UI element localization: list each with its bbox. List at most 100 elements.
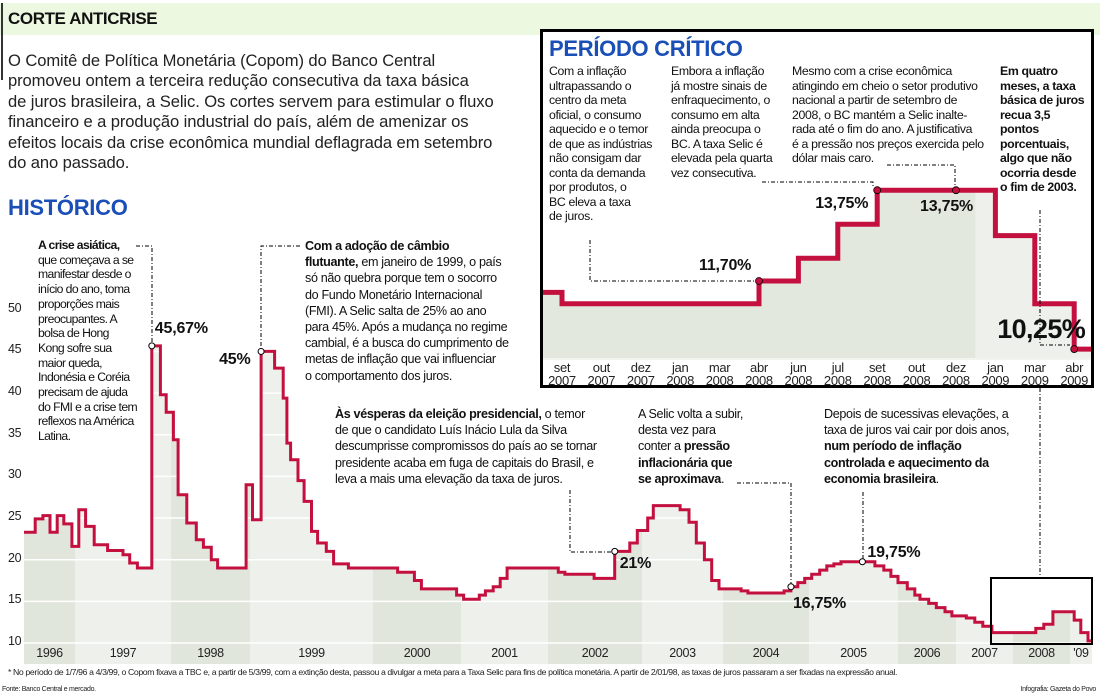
inset-x-tick-label: abr 2008 [745,360,773,388]
periodo-col-3: Mesmo com a crise econômica atingindo em… [792,64,984,165]
year-label-band [723,643,809,664]
data-marker [257,347,265,355]
x-tick-label: 2007 [971,646,998,660]
annotation-eleicao-bold: Às vésperas da eleição presidencial, [335,407,542,421]
periodo-col-4: Em quatro meses, a taxa básica de juros … [1000,64,1085,194]
x-tick-label: 2004 [752,646,780,660]
data-label: 19,75% [867,543,921,561]
x-tick-label: 2000 [403,646,431,660]
inset-data-label: 13,75% [920,198,974,216]
data-marker [787,583,795,591]
inset-data-marker [873,186,882,195]
inset-x-tick-label: jul 2008 [823,360,852,388]
year-label-band [250,643,373,664]
y-tick-label: 45 [8,342,22,357]
leader-line-asia [136,245,153,344]
leader-line-cambio [260,245,300,350]
data-marker [858,558,866,566]
leader-line-col2 [762,181,874,186]
inset-chart-line [543,187,1091,352]
periodo-col-2: Embora a inflação já mostre sinais de en… [671,64,773,180]
x-tick-label: 2005 [840,646,867,660]
year-label-band [171,643,250,664]
inset-data-marker [755,277,763,285]
main-chart-year-bands [22,642,1092,664]
x-tick-label: 1998 [197,646,224,660]
leader-line-eleicao [569,490,612,553]
year-label-band [898,643,956,664]
inset-x-tick-label: set 2007 [548,360,576,388]
inset-x-tick-label: mar 2008 [705,360,734,388]
inset-data-label: 11,70% [699,257,752,274]
year-label-band [548,643,642,664]
x-tick-label: 2001 [491,646,518,660]
year-label-band [1013,643,1070,664]
historico-title: HISTÓRICO [8,195,128,220]
data-label: 45% [219,351,251,369]
annotation-selic: A Selic volta a subir, desta vez para co… [638,406,743,487]
inset-axis-rule [543,358,1091,360]
year-label-band [461,643,548,664]
inset-data-label: 10,25% [997,314,1086,345]
inset-x-tick-label: jan 2009 [981,360,1010,388]
credit-note: Infografia: Gazeta do Povo [1020,686,1097,693]
annotation-depois-pre: Depois de sucessivas elevações, a taxa d… [824,407,1010,438]
year-label-band [24,643,75,664]
zoom-region-box [990,577,1093,645]
y-tick-label: 15 [8,592,22,607]
x-tick-label: 2006 [913,646,941,660]
x-tick-label: 2008 [1028,646,1055,660]
leader-lines [136,164,1070,584]
year-label-band [373,643,461,664]
annotation-eleicao: Às vésperas da eleição presidencial, o t… [335,406,597,487]
source-note: Fonte: Banco Central e mercado. [2,686,96,693]
chart-markers [148,186,1079,591]
periodo-col-1: Com a inflação ultrapassando o centro da… [549,64,653,223]
x-tick-label: 1999 [298,646,325,660]
y-tick-label: 10 [8,634,22,648]
inset-x-tick-label: jan 2008 [666,360,695,388]
annotation-asia-text: que começava a se manifestar desde o iní… [38,252,138,444]
inset-x-tick-label: dez 2008 [942,360,970,388]
annotation-cambio-text: em janeiro de 1999, o país só não quebra… [305,255,509,383]
main-chart-line [24,344,1091,643]
x-tick-label: 1997 [109,646,137,660]
data-label: 45,67% [154,319,208,337]
inset-data-marker [1070,345,1079,354]
annotation-selic-post: . [720,471,725,486]
leader-line-col4 [1039,210,1070,346]
y-tick-label: 25 [8,509,22,524]
leader-line-selic [737,482,792,584]
lead-paragraph: O Comitê de Política Monetária (Copom) d… [8,51,494,173]
year-label-band [956,643,1013,664]
inset-x-tick-label: jun 2008 [784,360,813,388]
inset-x-tick-label: abr 2009 [1060,360,1089,388]
inset-data-marker [952,186,960,195]
annotation-selic-bold: pressão inflacionária que se aproximava [638,439,733,486]
x-tick-label: 2002 [581,646,609,660]
inset-x-tick-label: out 2008 [902,360,931,388]
footnote: * No período de 1/7/96 a 4/3/99, o Copom… [8,667,898,677]
y-tick-label: 35 [8,425,22,440]
inset-x-tick-label: set 2008 [863,360,892,388]
y-tick-label: 40 [8,384,22,399]
y-tick-label: 50 [8,300,22,315]
x-tick-label: 2003 [669,646,696,660]
data-label: 16,75% [792,594,847,612]
annotation-cambio: Com a adoção de câmbio flutuante, em jan… [305,238,509,384]
year-label-band [1070,643,1092,664]
annotation-depois-bold: num período de inflação controlada e aqu… [824,439,989,486]
header-title: CORTE ANTICRISE [8,9,158,28]
x-tick-label: '09 [1073,646,1089,660]
y-tick-label: 20 [8,550,22,565]
annotation-depois-post: . [935,471,940,486]
annotation-asia: A crise asiática, que começava a se mani… [38,238,138,444]
annotation-asia-bold: A crise asiática, [38,238,120,252]
annotation-eleicao-text: o temor de que o candidato Luís Inácio L… [335,407,597,486]
annotation-depois: Depois de sucessivas elevações, a taxa d… [824,406,1010,487]
inset-x-tick-label: dez 2007 [626,360,655,388]
annotation-cambio-bold: Com a adoção de câmbio flutuante, [305,239,450,270]
data-marker [148,342,156,350]
data-label: 21% [619,555,652,573]
